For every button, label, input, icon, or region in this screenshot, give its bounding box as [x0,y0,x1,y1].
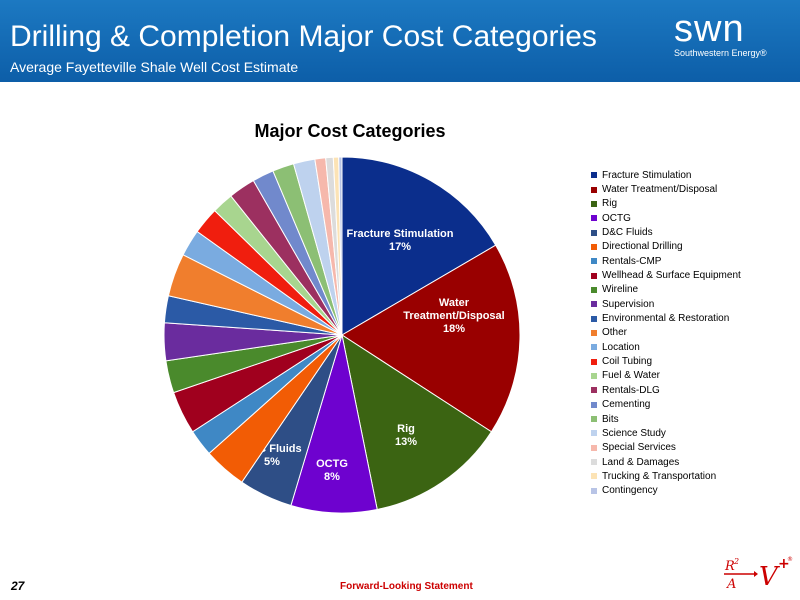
legend-item: Directional Drilling [591,240,796,254]
svg-text:2: 2 [733,557,739,566]
legend-label: D&C Fluids [602,227,653,239]
page-subtitle: Average Fayetteville Shale Well Cost Est… [10,59,299,75]
legend-label: Fuel & Water [602,370,660,382]
legend-item: Fracture Stimulation [591,168,796,182]
legend-label: Contingency [602,485,658,497]
legend-label: Land & Damages [602,456,680,468]
legend-item: Trucking & Transportation [591,469,796,483]
forward-looking-statement-link[interactable]: Forward-Looking Statement [340,581,473,592]
legend-label: Bits [602,413,619,425]
legend-swatch [591,315,597,322]
legend-item: Fuel & Water [591,369,796,383]
svg-text:R: R [724,559,735,574]
svg-text:A: A [726,577,736,592]
legend-swatch [591,272,597,279]
page-number: 27 [11,579,25,593]
legend-swatch [591,416,597,423]
legend-label: Wellhead & Surface Equipment [602,270,741,282]
legend-label: Location [602,341,640,353]
legend-swatch [591,430,597,437]
legend-item: Wireline [591,283,796,297]
pie-slice-22 [338,156,343,336]
pie-slice-0 [341,156,497,336]
logo-wordmark: swn [674,8,745,50]
legend-label: Trucking & Transportation [602,470,717,482]
legend-label: Rig [602,198,618,210]
legend-swatch [591,459,597,466]
slice-label-3: OCTG 8% [316,458,348,483]
legend-label: Special Services [602,442,676,454]
legend-swatch [591,258,597,265]
legend-label: Fracture Stimulation [602,169,692,181]
legend-swatch [591,473,597,480]
legend-item: OCTG [591,211,796,225]
legend-label: Rentals-DLG [602,384,660,396]
legend-item: D&C Fluids [591,225,796,239]
slice-label-0: Fracture Stimulation 17% [347,228,454,253]
legend-label: Environmental & Restoration [602,313,730,325]
legend-item: Water Treatment/Disposal [591,182,796,196]
legend-label: Other [602,327,628,339]
legend-label: OCTG [602,212,631,224]
legend-label: Science Study [602,427,666,439]
legend-swatch [591,172,597,179]
legend-swatch [591,243,597,250]
legend-item: Supervision [591,297,796,311]
legend-item: Bits [591,412,796,426]
legend-label: Rentals-CMP [602,255,662,267]
legend-item: Other [591,326,796,340]
swn-logo: swn Southwestern Energy® [674,10,767,58]
slice-label-1: Water Treatment/Disposal 18% [403,297,504,335]
page-title: Drilling & Completion Major Cost Categor… [10,20,597,53]
legend-item: Land & Damages [591,455,796,469]
legend-swatch [591,444,597,451]
legend-item: Contingency [591,484,796,498]
pie-slice-1 [341,244,521,433]
legend-item: Environmental & Restoration [591,311,796,325]
legend-swatch [591,286,597,293]
legend-label: Wireline [602,284,639,296]
svg-text:V: V [759,562,780,592]
legend-item: Rentals-CMP [591,254,796,268]
legend-swatch [591,358,597,365]
rav-brand-icon: R 2 A V + ® [724,556,793,592]
legend-swatch [591,186,597,193]
legend-label: Supervision [602,298,655,310]
legend-swatch [591,329,597,336]
legend-swatch [591,401,597,408]
legend-item: Cementing [591,398,796,412]
svg-text:®: ® [787,556,793,563]
svg-text:+: + [778,556,790,572]
legend-label: Directional Drilling [602,241,683,253]
legend-swatch [591,301,597,308]
slice-label-2: Rig 13% [395,423,417,448]
legend-swatch [591,229,597,236]
legend-item: Science Study [591,426,796,440]
legend-swatch [591,215,597,222]
legend-swatch [591,387,597,394]
legend-item: Wellhead & Surface Equipment [591,268,796,282]
legend-item: Special Services [591,441,796,455]
legend-label: Coil Tubing [602,356,653,368]
legend-item: Rentals-DLG [591,383,796,397]
legend-item: Location [591,340,796,354]
legend-swatch [591,372,597,379]
legend-item: Coil Tubing [591,354,796,368]
chart-title: Major Cost Categories [254,121,446,141]
logo-company-name: Southwestern Energy® [674,48,767,58]
pie-slice-2 [341,333,493,511]
legend-label: Water Treatment/Disposal [602,184,718,196]
legend-label: Cementing [602,399,651,411]
legend-swatch [591,200,597,207]
chart-legend: Fracture Stimulation Water Treatment/Disp… [591,168,796,498]
legend-swatch [591,344,597,351]
header-banner: Drilling & Completion Major Cost Categor… [0,0,800,82]
legend-item: Rig [591,197,796,211]
legend-swatch [591,487,597,494]
